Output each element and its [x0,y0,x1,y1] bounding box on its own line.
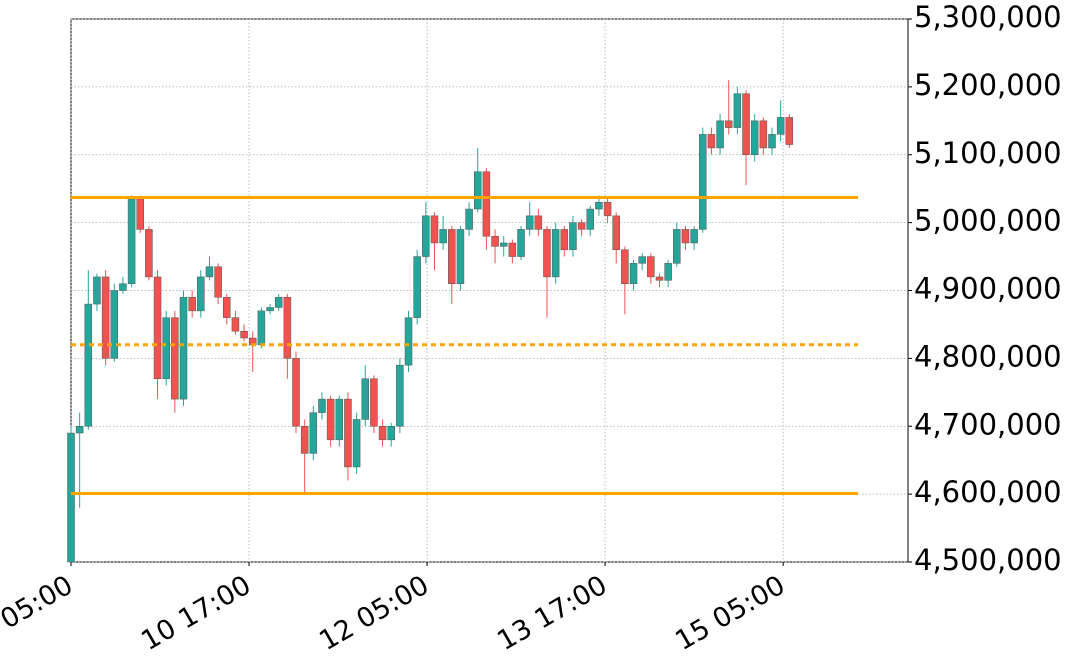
candle-body [638,256,646,264]
x-tick-label: 09 05:00 [0,570,78,657]
candle-body [595,202,603,210]
candle-body [378,426,387,441]
candle-body [240,330,248,339]
candle-body [776,117,785,135]
y-tick-label: 4,600,000 [914,475,1062,509]
candle-body [690,229,698,244]
candle-body [647,256,655,278]
x-tick-label: 13 17:00 [492,570,612,657]
candle-body [655,276,664,281]
candle-body [430,215,439,244]
candle-body [396,364,404,427]
candle-body [179,297,188,400]
candle-body [205,266,214,278]
candle-body [586,208,595,230]
y-tick-label: 5,000,000 [914,204,1062,238]
candle-body [456,229,465,284]
candle-body [517,229,525,257]
candle-body [742,93,750,155]
x-tick-label: 12 05:00 [314,570,434,657]
candle-body [768,134,776,149]
candle-body [629,263,638,284]
candle-body [266,307,274,312]
candle-body [318,398,326,413]
candle-body [491,235,499,247]
candle-body [352,419,361,468]
candle-body [153,276,162,379]
candle-body [603,202,612,217]
candle-body [93,276,101,305]
candle-body [422,215,430,257]
candle-body [664,263,672,281]
candle-body [551,229,560,278]
x-tick-label: 15 05:00 [670,570,790,657]
candle-body [560,229,569,251]
candle-body [171,317,179,400]
candle-body [534,215,543,230]
candle-body [335,398,344,441]
candle-body [110,290,119,359]
candle-body [439,229,447,244]
candle-body [508,242,517,257]
y-tick-label: 4,900,000 [914,272,1062,306]
candle-body [309,412,318,454]
y-tick-label: 5,100,000 [914,136,1062,170]
candle-body [465,208,473,230]
candle-body [214,266,222,298]
candle-body [361,378,369,420]
candle-body [145,229,153,278]
y-tick-label: 5,200,000 [914,68,1062,102]
candle-body [612,215,620,251]
candle-body [162,317,170,379]
candle-body [257,310,266,346]
candle-body [101,276,110,359]
candle-body [759,120,768,149]
candle-body [699,134,707,230]
candle-body [231,317,240,332]
candle-body [274,297,283,308]
candle-body [577,222,586,230]
candle-body [785,117,794,145]
candle-body [525,215,534,230]
candle-body [223,297,231,318]
candle-body [716,120,724,149]
candle-body [136,198,144,230]
candle-body [283,297,292,359]
candle-body [724,120,733,128]
candle-body [413,256,421,318]
candle-body [621,249,629,284]
candle-body [387,426,395,441]
candle-body [482,171,491,237]
candle-body [707,134,716,149]
candle-body [75,426,84,434]
y-tick-label: 4,500,000 [914,543,1062,577]
candle-body [326,398,335,441]
candle-body [188,297,196,312]
candle-body [127,198,136,284]
candle-body [292,358,300,427]
candle-body [84,303,93,427]
candle-body [543,229,551,278]
candle-body [569,222,577,251]
candle-body [448,229,456,284]
y-tick-label: 5,300,000 [914,0,1062,34]
candle-body [300,426,309,454]
candle-body [404,317,413,366]
candle-body [499,242,508,247]
y-tick-label: 4,800,000 [914,339,1062,373]
candle-body [750,120,759,155]
candle-body [673,229,681,264]
x-tick-label: 10 17:00 [136,570,256,657]
candle-body [344,398,352,468]
candle-body [474,171,482,210]
candle-body [370,378,378,427]
candle-body [197,276,205,312]
y-tick-label: 4,700,000 [914,407,1062,441]
candle-body [733,93,742,128]
candle-body [67,432,75,563]
candle-body [681,229,690,244]
candle-body [119,283,127,291]
